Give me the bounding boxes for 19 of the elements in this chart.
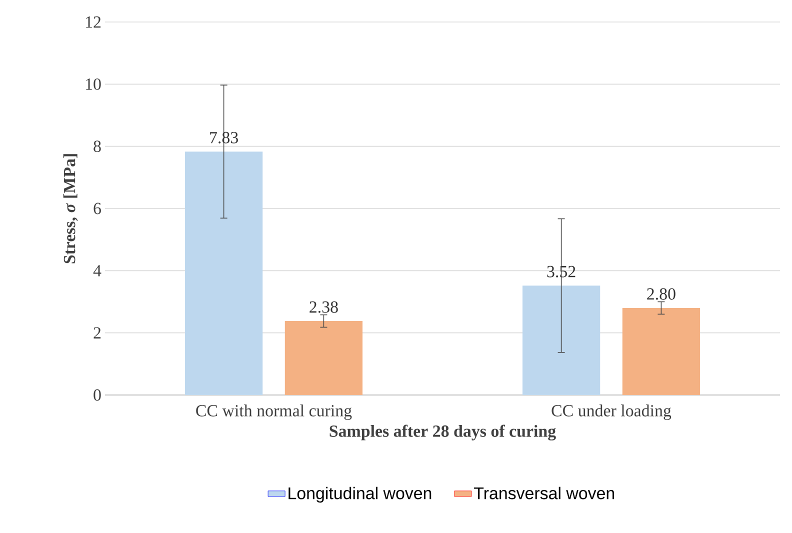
bar [522, 286, 600, 395]
data-label: 2.38 [310, 301, 338, 313]
y-tick-label: 8 [94, 140, 101, 152]
bar [284, 321, 363, 395]
y-tick-label: 2 [94, 327, 101, 338]
y-tick-label: 0 [94, 389, 101, 401]
y-tick-label: 4 [93, 265, 102, 276]
y-tick-label: 10 [86, 78, 101, 90]
y-axis-title: Stress, σ [MPa] [63, 154, 78, 264]
x-axis-title: Samples after 28 days of curing [330, 424, 556, 440]
data-label: 2.80 [647, 288, 676, 300]
x-tick-label: CC with normal curing [196, 404, 352, 420]
x-tick-label: CC under loading [552, 404, 672, 420]
legend-label: Longitudinal woven [288, 486, 432, 503]
bar [622, 308, 700, 395]
legend-label: Transversal woven [474, 486, 614, 500]
bar [184, 152, 263, 395]
y-tick-label: 6 [94, 202, 101, 214]
y-tick-label: 12 [86, 16, 101, 28]
